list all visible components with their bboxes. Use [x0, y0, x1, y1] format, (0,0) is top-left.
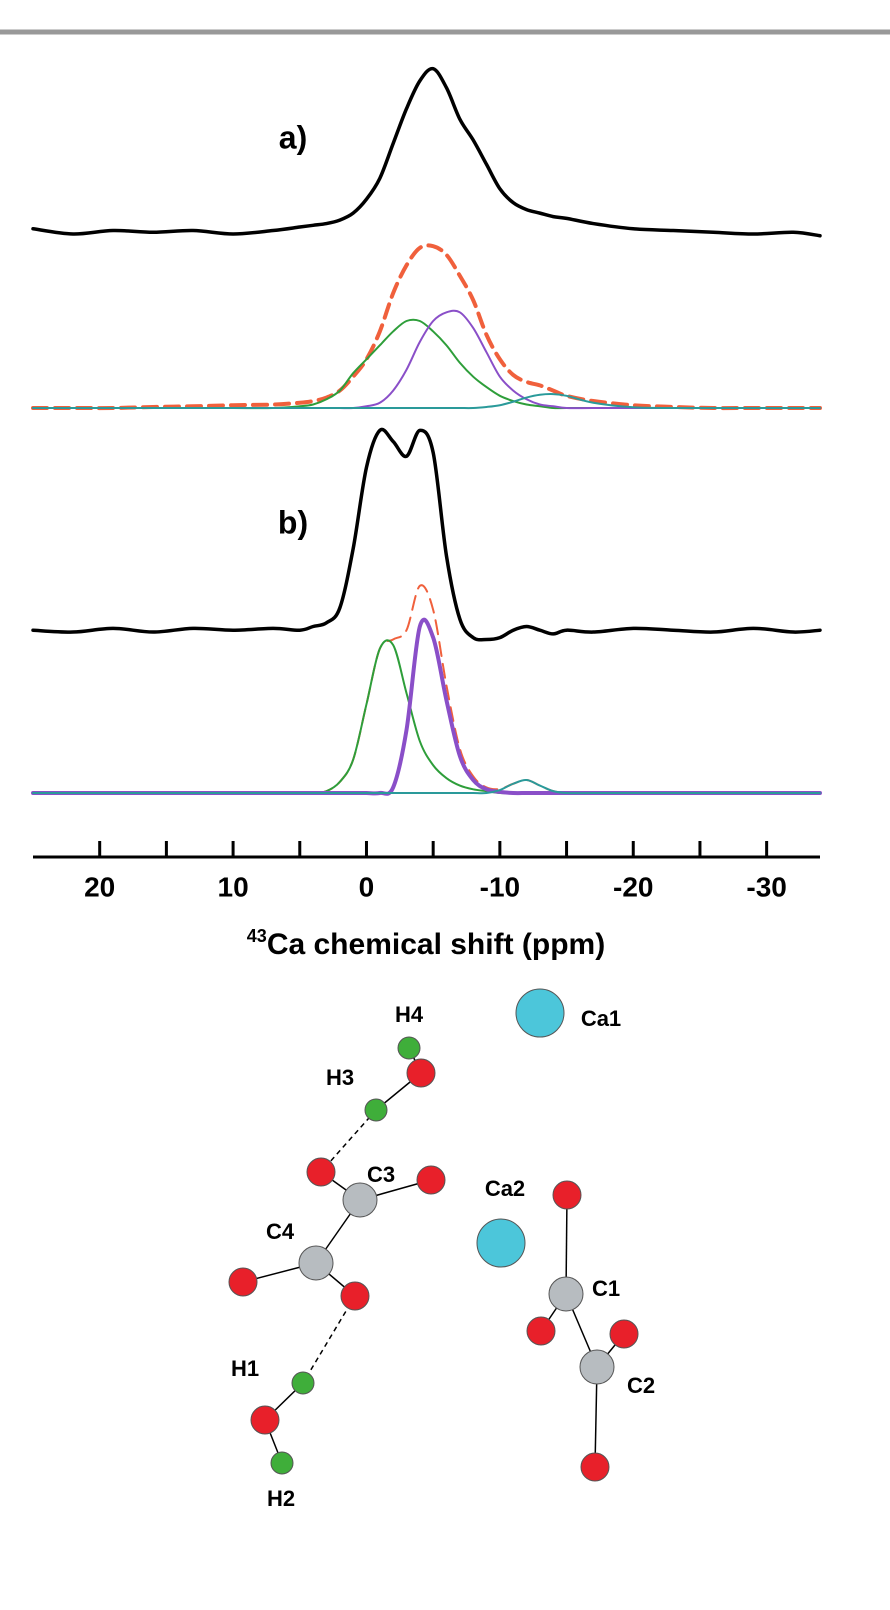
- calcium-atom: [515, 988, 565, 1038]
- x-tick-label: 10: [218, 871, 249, 902]
- x-tick-label: -30: [746, 871, 786, 902]
- atom-label: Ca2: [485, 1176, 525, 1201]
- spectrum-line: [32, 393, 821, 410]
- carbon-atom: [548, 1276, 584, 1312]
- oxygen-atom: [340, 1281, 370, 1311]
- atom-label: H3: [326, 1065, 354, 1090]
- oxygen-atom: [526, 1316, 556, 1346]
- spectrum-line: [31, 427, 822, 642]
- oxygen-atom: [406, 1058, 436, 1088]
- oxygen-atom: [416, 1165, 446, 1195]
- hydrogen-atom: [270, 1451, 294, 1475]
- spectrum-line: [32, 639, 821, 795]
- carbon-atom: [579, 1349, 615, 1385]
- x-axis-label-text: Ca chemical shift (ppm): [267, 928, 605, 961]
- atom-label: H2: [267, 1486, 295, 1511]
- x-tick-label: 0: [359, 871, 375, 902]
- spectrum-line: [32, 584, 821, 795]
- hydrogen-bond: [320, 1109, 377, 1173]
- molecule: H4 H3 Ca1 C3 C4 Ca2 C1 C2 H1 H2: [228, 988, 655, 1511]
- atom-label: C3: [367, 1162, 395, 1187]
- atom-label: H4: [395, 1002, 424, 1027]
- spectrum-line: [31, 66, 822, 238]
- oxygen-atom: [580, 1452, 610, 1482]
- atom-label: C1: [592, 1276, 620, 1301]
- carbon-atom: [298, 1245, 334, 1281]
- atom-label: H1: [231, 1356, 259, 1381]
- atom-label: Ca1: [581, 1006, 621, 1031]
- spectrum-line: [32, 779, 821, 795]
- calcium-atom: [476, 1218, 526, 1268]
- hydrogen-atom: [397, 1036, 421, 1060]
- spectrum-line: [31, 617, 822, 796]
- carbon-atom: [342, 1182, 378, 1218]
- x-tick-label: -20: [613, 871, 653, 902]
- hydrogen-atom: [364, 1098, 388, 1122]
- panel-label: a): [279, 119, 307, 155]
- atom-label: C2: [627, 1373, 655, 1398]
- x-tick-label: -10: [480, 871, 520, 902]
- oxygen-atom: [228, 1267, 258, 1297]
- hydrogen-bond: [302, 1295, 356, 1384]
- spectrum-line: [31, 243, 822, 411]
- hydrogen-atom: [291, 1371, 315, 1395]
- oxygen-atom: [250, 1405, 280, 1435]
- oxygen-atom: [552, 1180, 582, 1210]
- oxygen-atom: [306, 1157, 336, 1187]
- oxygen-atom: [609, 1319, 639, 1349]
- spectrum-line: [32, 318, 821, 410]
- x-axis-label: 43Ca chemical shift (ppm): [247, 926, 605, 961]
- atom-label: C4: [266, 1219, 295, 1244]
- x-axis-label-sup: 43: [247, 926, 267, 946]
- x-tick-label: 20: [84, 871, 115, 902]
- panel-label: b): [278, 504, 308, 540]
